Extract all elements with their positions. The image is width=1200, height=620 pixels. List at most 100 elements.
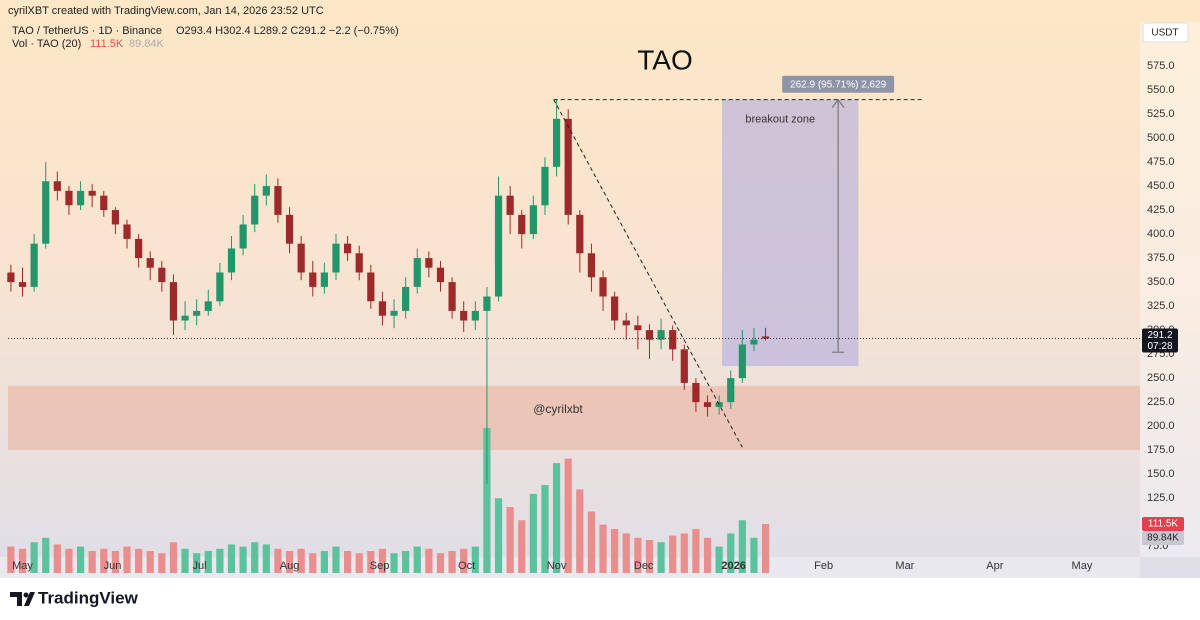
candle-body <box>344 243 352 254</box>
candle-body <box>494 195 503 297</box>
volume-bar <box>460 548 468 573</box>
y-tick-label: 225.0 <box>1147 396 1175 408</box>
y-tick-label: 400.0 <box>1147 228 1175 240</box>
volume-bar <box>76 546 85 573</box>
candle-body <box>158 267 166 283</box>
candle-body <box>239 224 247 249</box>
x-tick-label: Jun <box>104 560 122 572</box>
volume-bar <box>622 533 630 573</box>
volume-bar <box>634 537 642 573</box>
candles <box>7 99 770 484</box>
x-tick-label: Oct <box>458 560 475 572</box>
candle-body <box>111 210 119 225</box>
volume-bar <box>169 542 178 573</box>
candle-body <box>611 296 619 321</box>
volume-bar <box>193 553 201 573</box>
x-tick-label: Mar <box>895 560 914 572</box>
candle-body <box>471 310 479 321</box>
y-tick-label: 250.0 <box>1147 372 1175 384</box>
volume-bar <box>703 537 712 573</box>
volume-bar <box>332 546 340 573</box>
y-tick-label: 425.0 <box>1147 204 1175 216</box>
y-tick-label: 575.0 <box>1147 60 1175 72</box>
volume-bar <box>344 551 352 573</box>
candle-body <box>483 296 491 311</box>
volume-bar <box>727 533 735 573</box>
candle-body <box>355 253 363 273</box>
candle-body <box>100 195 108 211</box>
volume-bar <box>367 551 375 573</box>
volume-bar <box>390 553 398 573</box>
volume-value: 111.5K <box>90 38 124 50</box>
candle-body <box>599 277 607 297</box>
volume-bar <box>483 427 491 573</box>
volume-bar <box>541 485 549 573</box>
x-tick-label: May <box>1072 560 1093 572</box>
candle-body <box>297 243 305 273</box>
candle-body <box>274 186 282 215</box>
candle-body <box>309 272 317 287</box>
candle-body <box>413 258 421 287</box>
y-tick-label: 125.0 <box>1147 492 1175 504</box>
candle-body <box>576 214 584 254</box>
candle-body <box>193 310 201 316</box>
volume-bar <box>204 551 212 573</box>
candle-body <box>367 272 375 302</box>
candle-body <box>587 253 596 278</box>
logo-dot <box>23 592 29 598</box>
candle-body <box>262 186 270 196</box>
measure-label: 262.9 (95.71%) 2,629 <box>790 79 887 90</box>
volume-bar <box>494 498 503 573</box>
trend-line <box>553 99 743 448</box>
x-tick-label: Nov <box>547 560 567 572</box>
candle-body <box>564 118 572 215</box>
demand-zone <box>8 385 1140 451</box>
volume-bar <box>309 553 317 573</box>
candle-body <box>506 195 514 215</box>
overlays: breakout zone 262.9 (95.71%) 2,629 <box>8 75 1140 448</box>
volume-bar <box>7 546 15 573</box>
volume-title: Vol · TAO (20) <box>12 38 81 50</box>
volume-bar <box>750 537 758 573</box>
ohlc-text: O293.4 H302.4 L289.2 C291.2 −2.2 (−0.75%… <box>176 25 399 37</box>
y-tick-label: 375.0 <box>1147 252 1175 264</box>
x-tick-label: Jul <box>193 560 207 572</box>
x-tick-label: May <box>12 560 33 572</box>
volume-bar <box>576 489 584 573</box>
volume-bar <box>42 537 50 573</box>
volume-bar <box>425 548 433 573</box>
volume-bar <box>88 551 96 573</box>
x-tick-label: Apr <box>986 560 1003 572</box>
price-axis-background <box>1140 22 1200 557</box>
volume-bar <box>158 553 166 573</box>
candle-body <box>332 243 340 273</box>
measure-arrow <box>831 98 845 109</box>
candle-body <box>285 214 294 244</box>
candle-body <box>657 330 665 340</box>
currency-label: USDT <box>1151 28 1178 39</box>
candle-body <box>123 224 131 239</box>
y-tick-label: 200.0 <box>1147 420 1175 432</box>
volume-bar <box>111 551 119 573</box>
volume-bar <box>761 523 770 573</box>
volume-bar <box>297 548 305 573</box>
candle-body <box>320 272 328 287</box>
volume-bar <box>669 535 677 573</box>
volume-bar <box>738 520 746 573</box>
last-price-label: 291.2 <box>1147 330 1172 341</box>
candle-body <box>692 382 700 403</box>
symbol-text: TAO / TetherUS · 1D · Binance <box>12 25 162 37</box>
volume-bar <box>506 507 514 573</box>
y-tick-label: 350.0 <box>1147 276 1175 288</box>
candle-body <box>30 243 38 287</box>
measure-label-bg <box>782 75 895 93</box>
header-text: cyrilXBT created with TradingView.com, J… <box>8 5 324 17</box>
currency-button[interactable] <box>1142 22 1189 43</box>
candle-body <box>402 286 410 311</box>
volume-ma-value: 89.84K <box>129 38 165 50</box>
candle-body <box>645 330 654 340</box>
breakout-zone <box>722 99 859 367</box>
candle-body <box>622 320 630 326</box>
candle-body <box>738 344 746 379</box>
